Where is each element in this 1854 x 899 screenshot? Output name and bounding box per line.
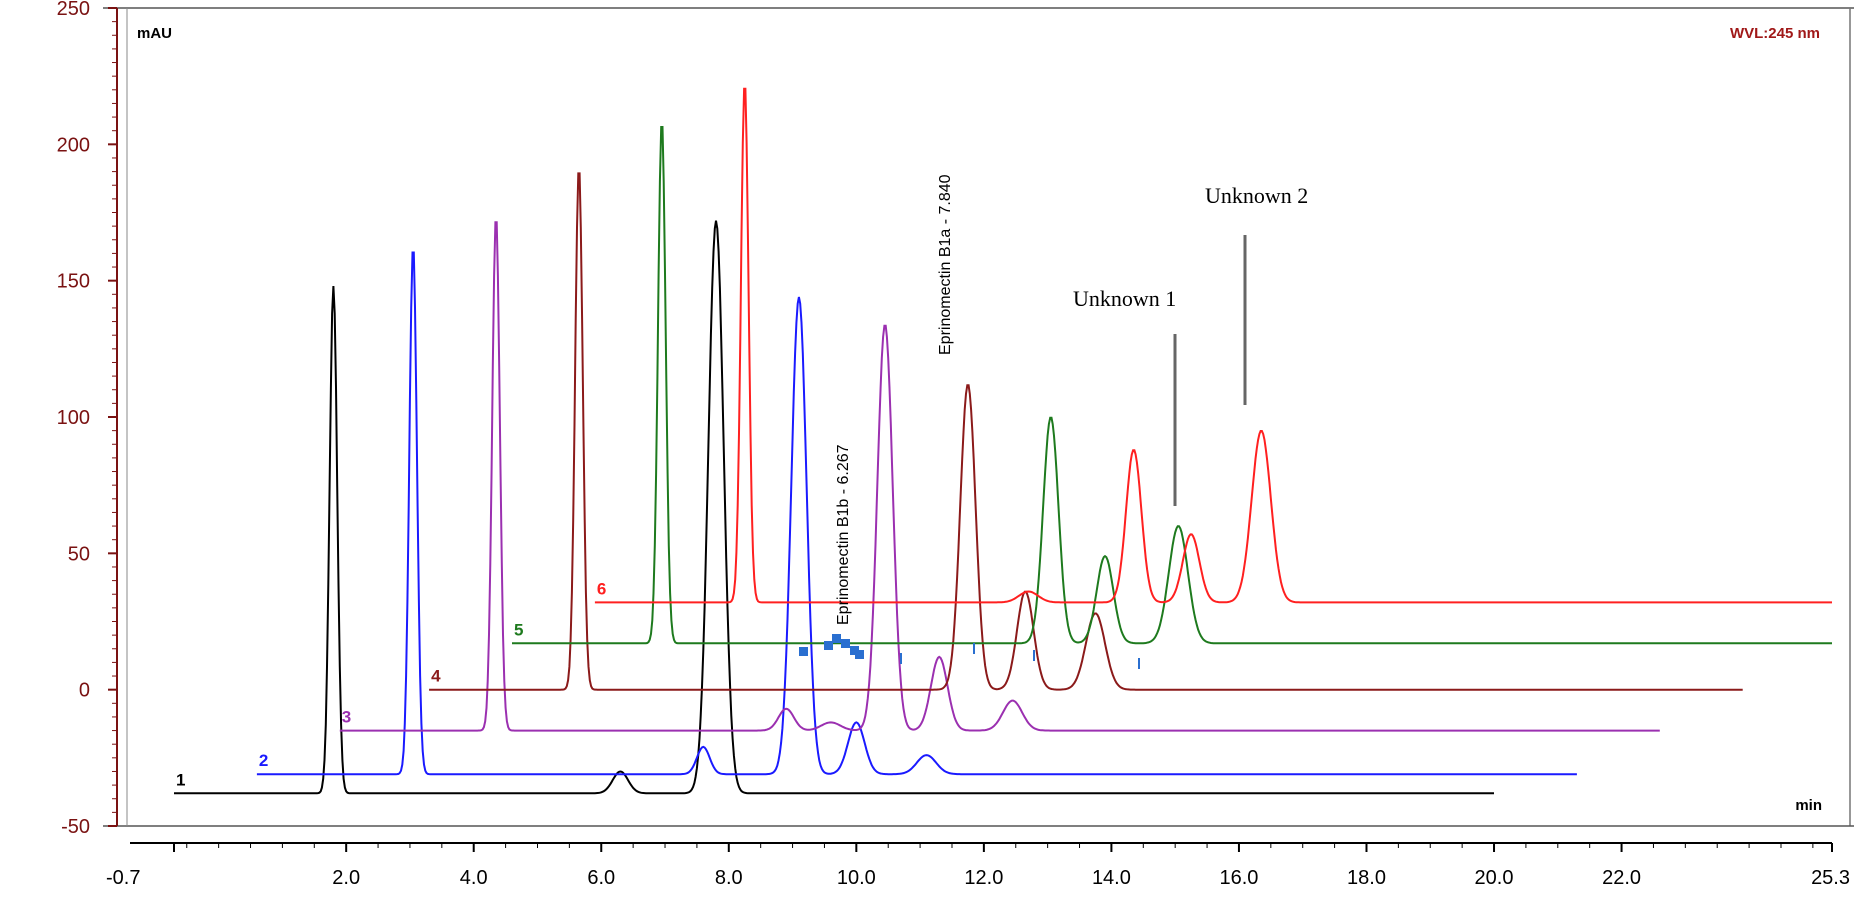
integration-markers bbox=[799, 634, 1140, 669]
trace-3 bbox=[339, 221, 1660, 732]
peak-marker bbox=[824, 641, 833, 650]
trace-4 bbox=[429, 172, 1743, 691]
x-tick-label: 18.0 bbox=[1347, 867, 1386, 889]
trace-5 bbox=[512, 126, 1832, 645]
peak-marker bbox=[855, 650, 864, 659]
y-tick-label: -50 bbox=[61, 816, 90, 838]
wavelength-label: WVL:245 nm bbox=[1730, 25, 1820, 42]
trace-label-1: 1 bbox=[176, 770, 185, 789]
x-tick-label: -0.7 bbox=[106, 867, 140, 889]
x-tick-label: 4.0 bbox=[460, 867, 488, 889]
x-axis-ticks: -0.7 2.0 4.0 6.0 8.0 10.0 12.0 14.0 16.0 18.0 20.0… bbox=[106, 843, 1850, 889]
chromatogram-traces: 1 2 3 4 5 6 bbox=[174, 87, 1832, 795]
x-tick-label: 22.0 bbox=[1602, 867, 1641, 889]
x-axis-unit-label: min bbox=[1795, 797, 1822, 814]
peak-marker bbox=[832, 634, 841, 643]
annotation-unknown-1: Unknown 1 bbox=[1073, 286, 1176, 311]
annotation-eprinomectin-b1a: Eprinomectin B1a - 7.840 bbox=[937, 174, 954, 355]
trace-label-4: 4 bbox=[431, 667, 441, 686]
x-tick-label: 12.0 bbox=[964, 867, 1003, 889]
x-tick-label: 14.0 bbox=[1092, 867, 1131, 889]
trace-label-2: 2 bbox=[259, 751, 268, 770]
y-axis-ticks: 250 200 150 100 50 0 -50 bbox=[57, 0, 117, 838]
x-tick-label: 16.0 bbox=[1219, 867, 1258, 889]
trace-1 bbox=[174, 220, 1494, 795]
x-tick-label: 20.0 bbox=[1475, 867, 1514, 889]
y-tick-label: 100 bbox=[57, 407, 90, 429]
trace-label-6: 6 bbox=[597, 579, 606, 598]
trace-label-3: 3 bbox=[342, 708, 351, 727]
x-tick-label: 10.0 bbox=[837, 867, 876, 889]
y-tick-label: 50 bbox=[68, 543, 90, 565]
peak-marker bbox=[799, 647, 808, 656]
annotations: Eprinomectin B1b - 6.267 Eprinomectin B1… bbox=[835, 174, 1308, 625]
annotation-unknown-2: Unknown 2 bbox=[1205, 183, 1308, 208]
y-tick-label: 250 bbox=[57, 0, 90, 20]
y-tick-label: 0 bbox=[79, 680, 90, 702]
y-tick-label: 150 bbox=[57, 271, 90, 293]
trace-label-5: 5 bbox=[514, 620, 523, 639]
trace-6 bbox=[594, 87, 1832, 604]
peak-marker bbox=[841, 639, 850, 648]
y-axis-unit-label: mAU bbox=[137, 25, 172, 42]
peak-marker bbox=[850, 646, 859, 655]
x-tick-label: 8.0 bbox=[715, 867, 743, 889]
x-tick-label: 6.0 bbox=[587, 867, 615, 889]
trace-2 bbox=[256, 251, 1577, 776]
annotation-eprinomectin-b1b: Eprinomectin B1b - 6.267 bbox=[835, 444, 852, 625]
y-tick-label: 200 bbox=[57, 134, 90, 156]
x-tick-label: 2.0 bbox=[332, 867, 360, 889]
x-tick-label: 25.3 bbox=[1811, 867, 1850, 889]
